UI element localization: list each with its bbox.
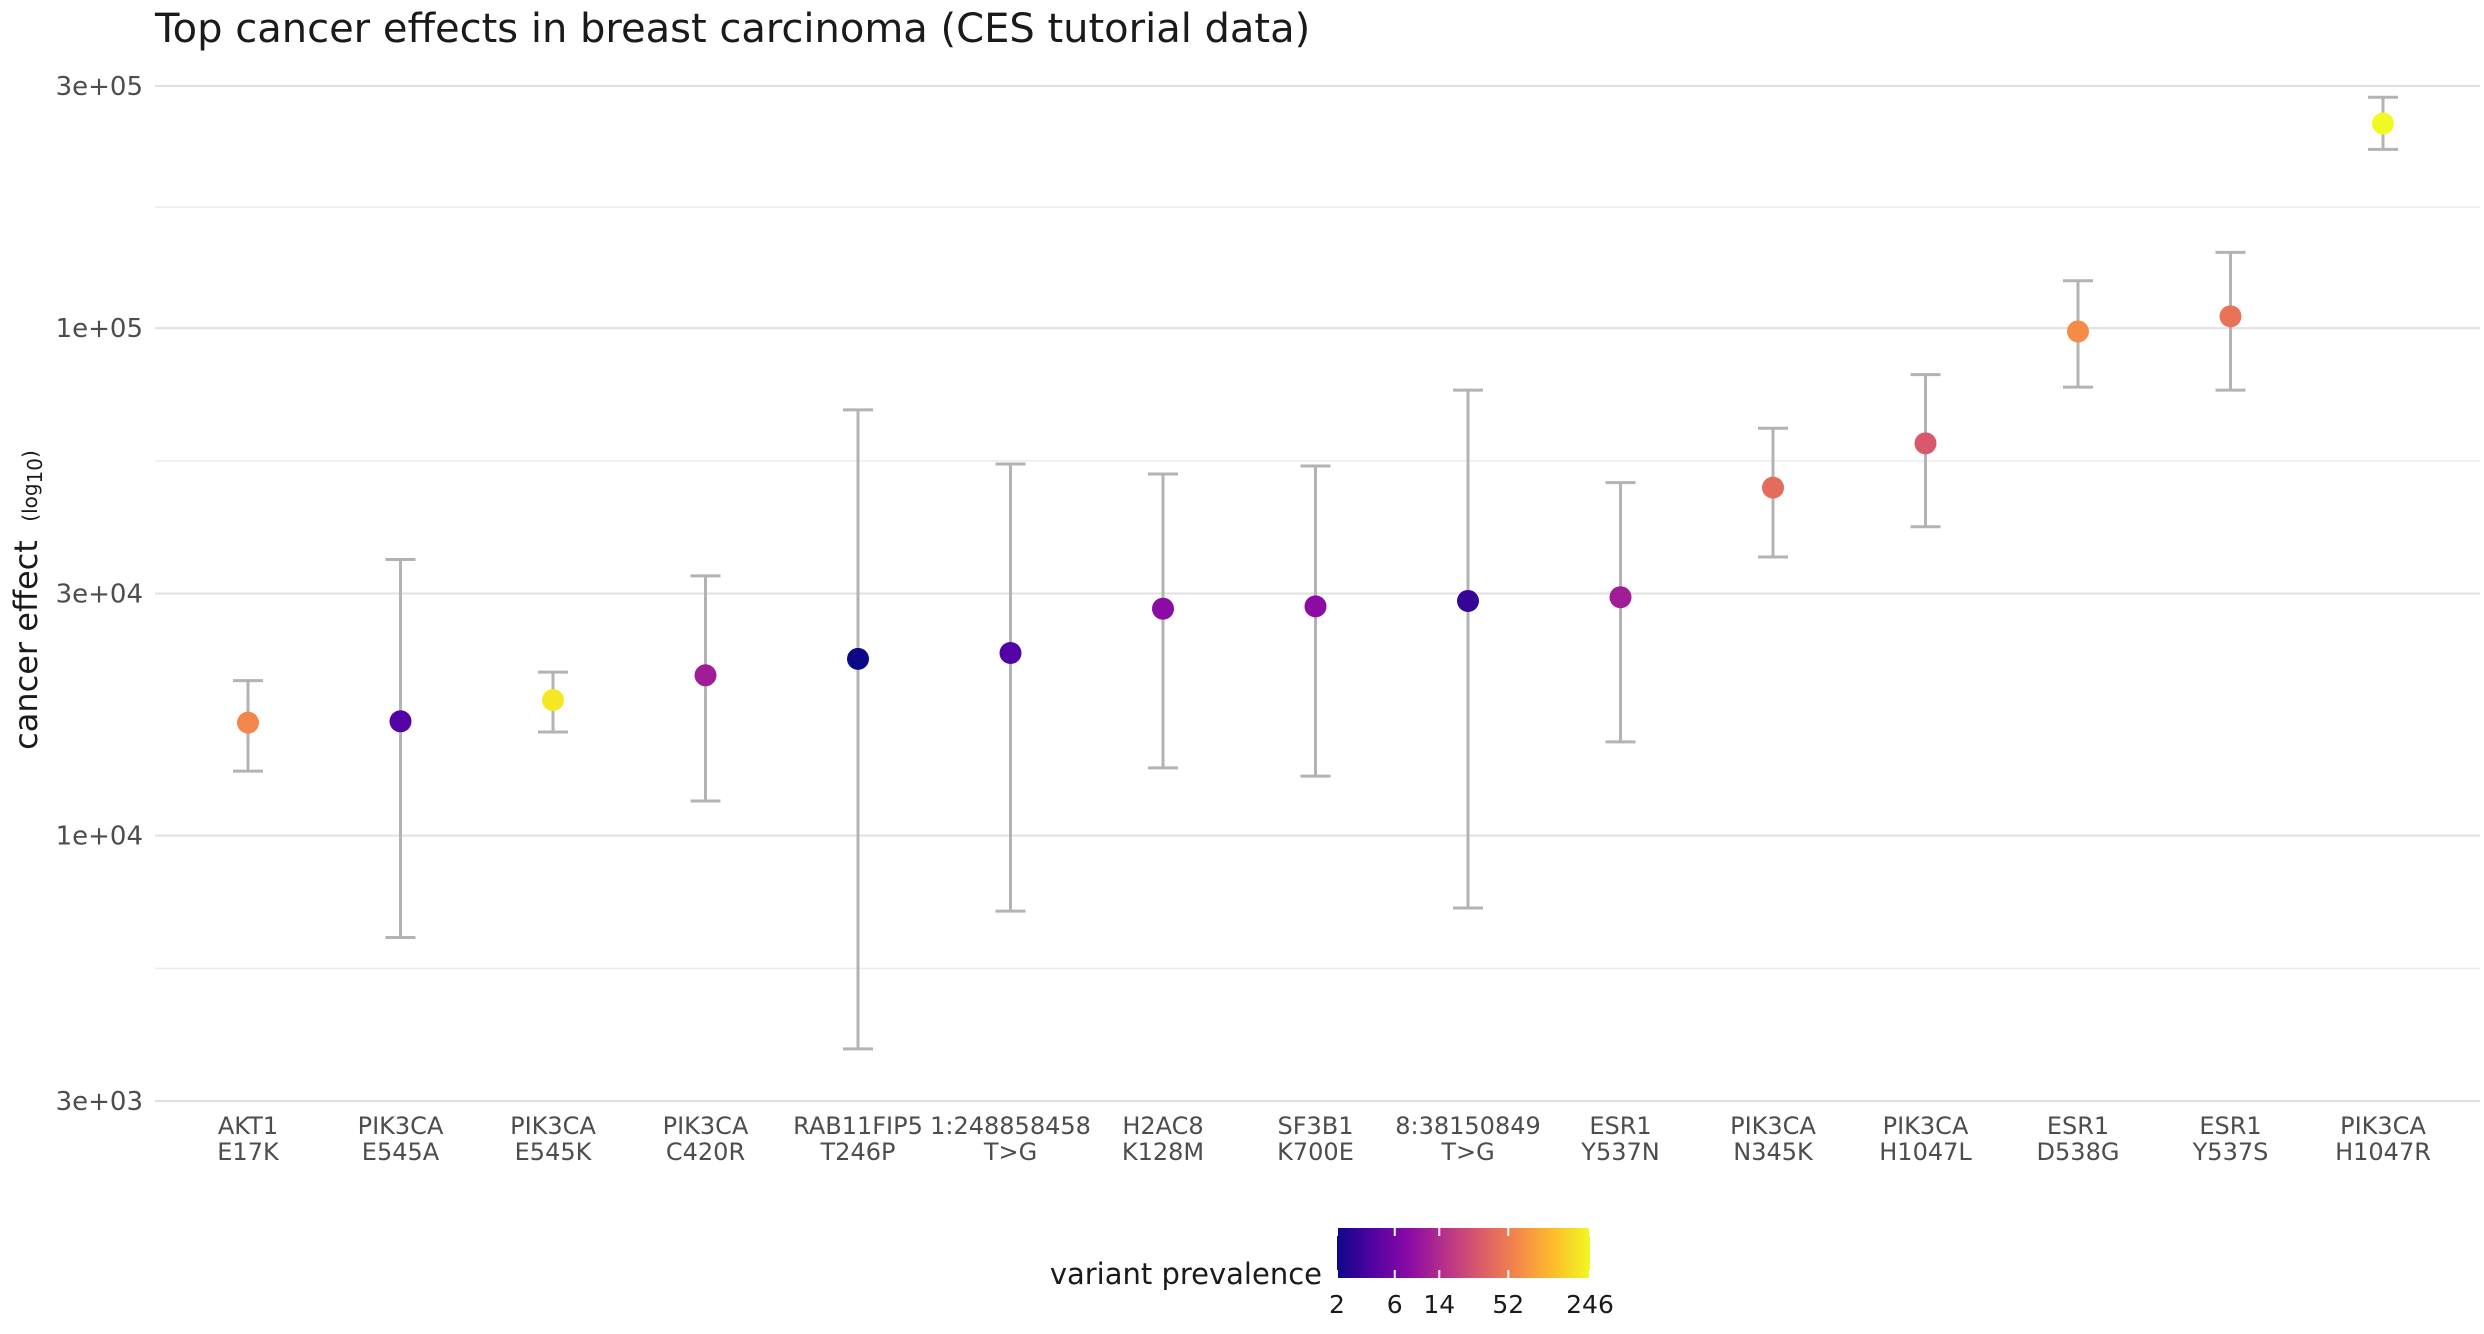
color-legend: variant prevalence 2 6 14 52 246	[1050, 1228, 1614, 1319]
x-tick-gene: PIK3CA	[2340, 1112, 2426, 1140]
data-point	[694, 664, 717, 687]
x-tick-variant: H1047L	[1879, 1138, 1972, 1166]
y-tick-label: 3e+04	[56, 580, 143, 610]
data-point	[389, 710, 412, 733]
x-tick-variant: K128M	[1122, 1138, 1204, 1166]
legend-tick-label: 52	[1492, 1290, 1524, 1319]
x-tick-gene: ESR1	[2047, 1112, 2109, 1140]
x-tick-gene: ESR1	[1589, 1112, 1651, 1140]
error-bars	[233, 95, 2398, 1051]
y-axis-scale-note: (log	[18, 483, 42, 521]
x-tick-variant: N345K	[1733, 1138, 1814, 1166]
x-tick-variant: T>G	[983, 1138, 1037, 1166]
x-tick-gene: H2AC8	[1122, 1112, 1203, 1140]
legend-title: variant prevalence	[1050, 1257, 1322, 1291]
x-tick-variant: T>G	[1440, 1138, 1494, 1166]
data-point	[1304, 595, 1327, 618]
y-axis-scale-close: )	[18, 450, 42, 458]
x-tick-gene: PIK3CA	[510, 1112, 596, 1140]
data-point	[1914, 432, 1937, 455]
x-tick-variant: C420R	[666, 1138, 745, 1166]
x-axis-tick-labels: AKT1E17KPIK3CAE545APIK3CAE545KPIK3CAC420…	[217, 1112, 2431, 1166]
x-tick-gene: 1:248858458	[930, 1112, 1091, 1140]
error-bar	[1148, 472, 1178, 770]
legend-tick-labels: 2 6 14 52 246	[1329, 1228, 1614, 1319]
y-axis-label: cancer effect (log10)	[7, 450, 47, 750]
y-tick-label: 3e+05	[56, 72, 143, 102]
y-axis-scale-base: 10	[23, 458, 47, 483]
x-tick-variant: H1047R	[2335, 1138, 2431, 1166]
x-tick-variant: E17K	[217, 1138, 280, 1166]
legend-colorbar	[1337, 1228, 1590, 1278]
x-tick-variant: K700E	[1277, 1138, 1354, 1166]
major-gridlines	[155, 85, 2480, 1102]
x-tick-gene: PIK3CA	[1883, 1112, 1969, 1140]
x-tick-variant: Y537N	[1580, 1138, 1659, 1166]
data-point	[237, 711, 259, 734]
y-axis-title: cancer effect	[7, 540, 45, 750]
data-point	[999, 642, 1022, 665]
data-point	[2219, 305, 2242, 328]
svg-text:cancer effect (log10): cancer effect (log10)	[7, 450, 47, 750]
data-points	[237, 112, 2394, 734]
x-tick-gene: PIK3CA	[1730, 1112, 1816, 1140]
data-point	[1152, 597, 1174, 620]
y-tick-label: 1e+04	[56, 822, 143, 852]
error-bar	[385, 558, 416, 939]
data-point	[542, 689, 564, 712]
data-point	[1609, 586, 1632, 609]
data-point	[2067, 320, 2089, 343]
x-tick-gene: RAB11FIP5	[793, 1112, 923, 1140]
data-point	[1457, 589, 1479, 612]
legend-tick-label: 2	[1329, 1290, 1345, 1319]
data-point	[1762, 476, 1784, 499]
error-bar	[843, 408, 873, 1051]
y-tick-label: 1e+05	[56, 314, 143, 344]
x-tick-gene: ESR1	[2199, 1112, 2261, 1140]
y-tick-label: 3e+03	[56, 1087, 143, 1117]
legend-tick-label: 246	[1566, 1290, 1614, 1319]
chart-title: Top cancer effects in breast carcinoma (…	[154, 6, 1310, 52]
x-tick-gene: AKT1	[218, 1112, 278, 1140]
x-tick-gene: PIK3CA	[663, 1112, 749, 1140]
error-bar	[1300, 464, 1331, 778]
minor-gridlines	[155, 206, 2480, 970]
error-bar	[995, 462, 1026, 913]
x-tick-variant: Y537S	[2192, 1138, 2269, 1166]
legend-tick-label: 6	[1387, 1290, 1403, 1319]
x-tick-variant: E545A	[362, 1138, 440, 1166]
x-tick-variant: T246P	[820, 1138, 896, 1166]
x-tick-gene: SF3B1	[1277, 1112, 1353, 1140]
x-tick-variant: D538G	[2037, 1138, 2120, 1166]
error-bar	[1605, 481, 1636, 744]
y-axis-tick-labels: 3e+03 1e+04 3e+04 1e+05 3e+05	[56, 72, 143, 1117]
error-bar	[1453, 388, 1483, 910]
legend-tick-label: 14	[1423, 1290, 1455, 1319]
data-point	[847, 647, 869, 670]
x-tick-gene: PIK3CA	[358, 1112, 444, 1140]
error-bar	[690, 574, 721, 803]
data-point	[2372, 112, 2394, 135]
x-tick-gene: 8:38150849	[1395, 1112, 1541, 1140]
x-tick-variant: E545K	[515, 1138, 593, 1166]
